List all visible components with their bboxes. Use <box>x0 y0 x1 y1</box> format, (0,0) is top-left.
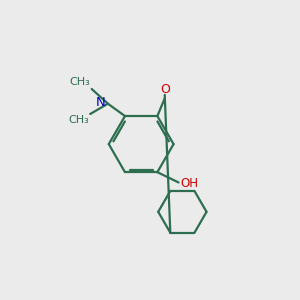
Text: CH₃: CH₃ <box>70 76 90 87</box>
Text: N: N <box>96 96 106 109</box>
Text: O: O <box>160 83 170 96</box>
Text: CH₃: CH₃ <box>68 116 89 125</box>
Text: OH: OH <box>180 177 198 190</box>
